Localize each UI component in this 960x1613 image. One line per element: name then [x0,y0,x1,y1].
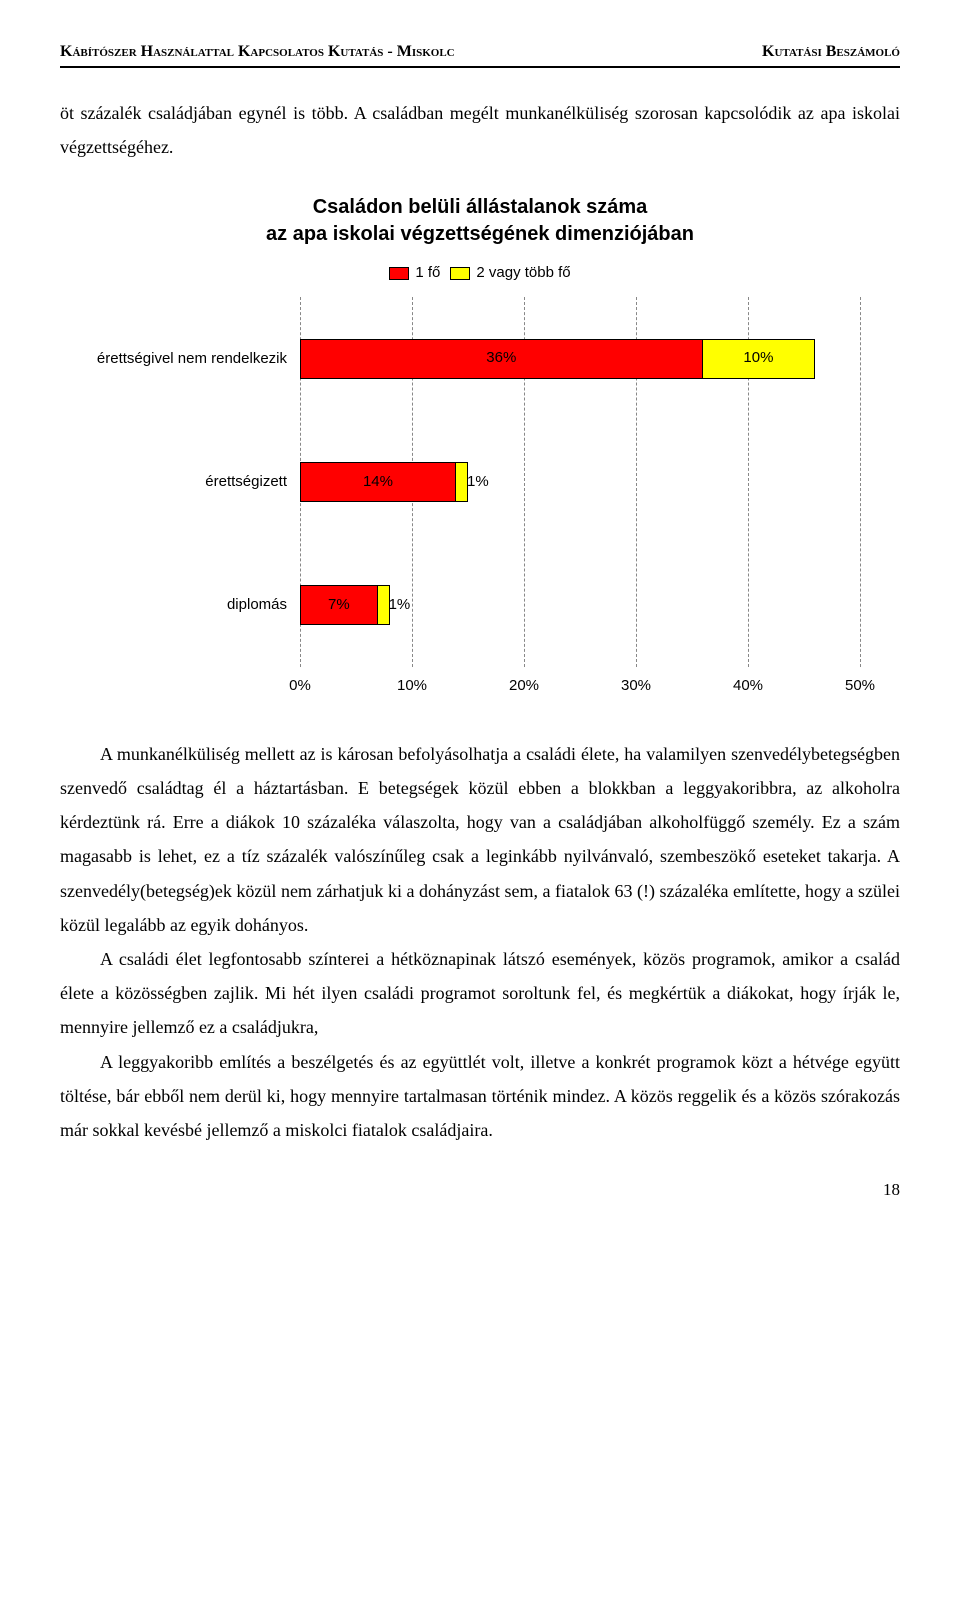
page-header: Kábítószer Használattal Kapcsolatos Kuta… [60,40,900,68]
chart-x-tick-label: 0% [289,675,311,698]
chart-bar-segment: 14% [301,463,456,501]
chart-bar-group: 14% 1% [300,462,468,502]
chart-x-ticks: 0%10%20%30%40%50% [300,671,860,697]
chart-legend: 1 fő 2 vagy több fő [90,262,870,285]
intro-paragraph: öt százalék családjában egynél is több. … [60,96,900,164]
chart-category-label: diplomás [227,594,287,617]
chart-category-label: érettségizett [205,471,287,494]
chart-bar-segment: 7% [301,586,378,624]
header-left: Kábítószer Használattal Kapcsolatos Kuta… [60,40,455,64]
chart-bar-value-label: 10% [743,347,773,370]
body-paragraph-3: A leggyakoribb említés a beszélgetés és … [60,1045,900,1148]
chart-bar-value-label: 36% [486,347,516,370]
chart-bar-group: 7% 1% [300,585,390,625]
unemployment-chart: Családon belüli állástalanok száma az ap… [90,194,870,697]
chart-gridline [860,297,861,667]
legend-label-1: 2 vagy több fő [476,262,570,285]
body-paragraph-1: A munkanélküliség mellett az is károsan … [60,737,900,942]
chart-bar-group: 36% 10% [300,339,815,379]
chart-y-labels: érettségivel nem rendelkezik érettségizet… [100,297,295,667]
chart-plot-area: 36% 10% 14% 1% 7% 1% [300,297,860,667]
body-paragraph-2: A családi élet legfontosabb színterei a … [60,942,900,1045]
chart-plot: érettségivel nem rendelkezik érettségizet… [100,297,860,697]
chart-bar-segment: 36% [301,340,703,378]
chart-bar-value-label: 1% [467,471,489,494]
chart-x-tick-label: 40% [733,675,763,698]
chart-x-tick-label: 10% [397,675,427,698]
chart-bar-segment: 10% [703,340,815,378]
page-number: 18 [60,1177,900,1203]
chart-x-tick-label: 20% [509,675,539,698]
chart-bar-value-label: 7% [328,594,350,617]
legend-swatch-1 [450,267,470,280]
chart-x-tick-label: 50% [845,675,875,698]
header-right: Kutatási Beszámoló [762,40,900,64]
chart-bar-value-label: 14% [363,471,393,494]
chart-bar-segment: 1% [378,586,389,624]
chart-category-label: érettségivel nem rendelkezik [97,347,287,370]
legend-label-0: 1 fő [415,262,440,285]
chart-title: Családon belüli állástalanok száma az ap… [90,194,870,248]
legend-item-1: 2 vagy több fő [450,262,570,285]
chart-x-tick-label: 30% [621,675,651,698]
legend-swatch-0 [389,267,409,280]
chart-bar-segment: 1% [456,463,467,501]
chart-bar-value-label: 1% [389,594,411,617]
chart-title-line2: az apa iskolai végzettségének dimenziójá… [266,223,694,245]
chart-title-line1: Családon belüli állástalanok száma [313,196,648,218]
legend-item-0: 1 fő [389,262,440,285]
